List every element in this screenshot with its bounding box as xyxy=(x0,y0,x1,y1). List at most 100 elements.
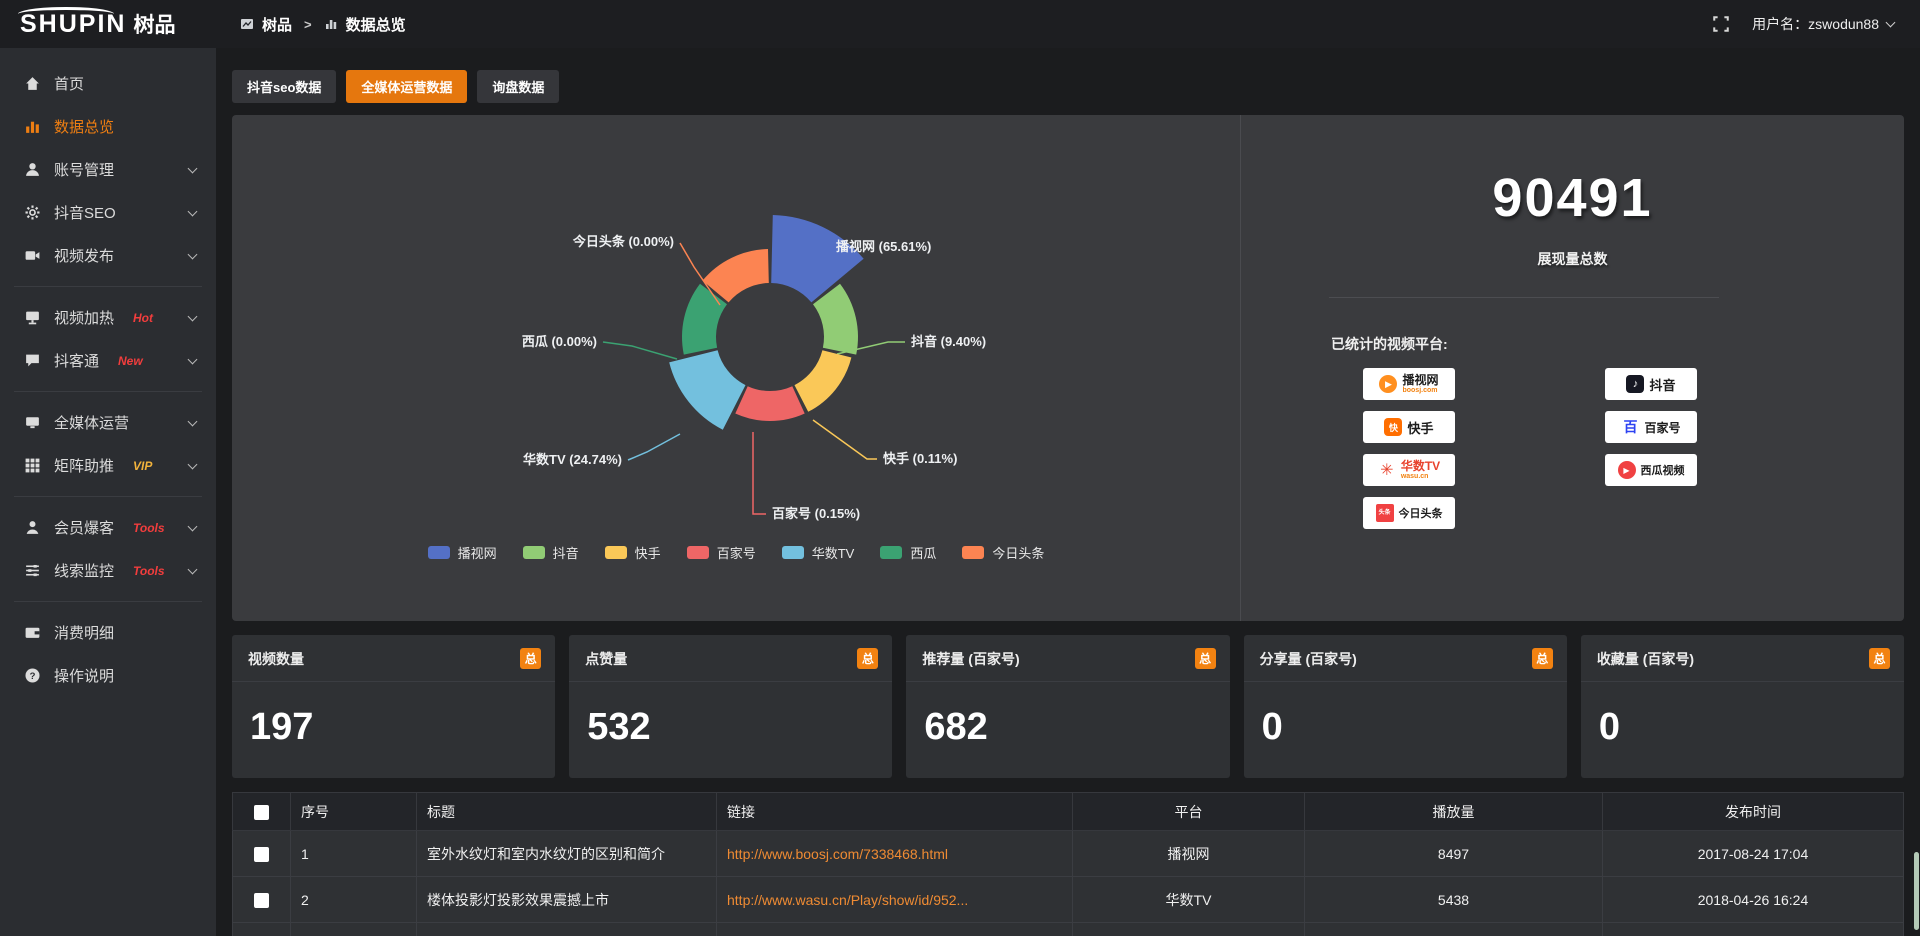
svg-text:西瓜 (0.00%): 西瓜 (0.00%) xyxy=(522,334,597,349)
chevron-down-icon xyxy=(187,206,198,217)
cell-link[interactable]: http://www.boosj.com/7338468.html xyxy=(727,845,949,862)
svg-text:百家号 (0.15%): 百家号 (0.15%) xyxy=(772,506,860,521)
chevron-down-icon xyxy=(187,163,198,174)
sidebar-item-member-burst[interactable]: 会员爆客 Tools xyxy=(0,506,216,549)
cell-title[interactable]: 室外水纹灯和室内水纹灯的区别和简介 xyxy=(416,830,717,877)
vip-badge: VIP xyxy=(133,458,153,473)
sidebar-item-video-heat[interactable]: 视频加热 Hot xyxy=(0,296,216,339)
table-row: 1 室外水纹灯和室内水纹灯的区别和简介 http://www.boosj.com… xyxy=(232,830,1904,877)
sidebar-divider xyxy=(14,391,202,392)
legend-item[interactable]: 百家号 xyxy=(686,543,756,562)
sidebar-item-douketong[interactable]: 抖客通 New xyxy=(0,339,216,382)
cell-time: 2017-08-24 17:04 xyxy=(1602,830,1904,877)
stat-card-likes: 点赞量 总 532 xyxy=(569,635,893,778)
sidebar-item-home[interactable]: 首页 xyxy=(0,62,216,105)
fullscreen-icon[interactable] xyxy=(1712,15,1730,33)
sidebar-item-matrix-boost[interactable]: 矩阵助推 VIP xyxy=(0,444,216,487)
tab-douyin-seo-data[interactable]: 抖音seo数据 xyxy=(232,70,337,103)
cell-link[interactable]: http://www.wasu.cn/Play/show/id/952... xyxy=(727,891,969,908)
svg-text:?: ? xyxy=(30,671,36,682)
card-value: 197 xyxy=(250,706,314,748)
col-header-num[interactable]: 序号 xyxy=(290,792,417,831)
platform-logo-baijiahao: 百 百家号 xyxy=(1605,411,1697,443)
chart-legend: 播视网 抖音 快手 百家号 华数TV 西瓜 今日头条 xyxy=(232,543,1240,562)
breadcrumb-current[interactable]: 数据总览 xyxy=(345,16,406,34)
card-title: 点赞量 xyxy=(585,650,628,667)
col-header-time[interactable]: 发布时间 xyxy=(1602,792,1904,831)
user-menu[interactable]: 用户名：zswodun88 xyxy=(1752,14,1896,34)
sidebar-divider xyxy=(14,496,202,497)
sidebar-item-omnimedia[interactable]: 全媒体运营 xyxy=(0,401,216,444)
sidebar-divider xyxy=(14,286,202,287)
chevron-down-icon xyxy=(187,249,198,260)
legend-swatch xyxy=(604,546,627,559)
sidebar-item-label: 会员爆客 xyxy=(54,520,115,537)
platform-name: 抖音 xyxy=(1649,377,1676,393)
row-checkbox[interactable] xyxy=(254,846,269,862)
select-all-checkbox[interactable] xyxy=(254,804,269,820)
legend-item[interactable]: 快手 xyxy=(604,543,661,562)
breadcrumb-root[interactable]: 树品 xyxy=(262,16,293,34)
card-value: 0 xyxy=(1598,706,1620,748)
sidebar-item-account[interactable]: 账号管理 xyxy=(0,148,216,191)
sidebar-item-lead-monitor[interactable]: 线索监控 Tools xyxy=(0,549,216,592)
legend-swatch xyxy=(962,546,985,559)
total-badge: 总 xyxy=(857,648,879,669)
platforms-title: 已统计的视频平台: xyxy=(1331,336,1448,352)
legend-item[interactable]: 抖音 xyxy=(522,543,579,562)
chevron-down-icon xyxy=(187,416,198,427)
top-bar: SHUPIN 树品 树品 > 数据总览 用户名：zswodun88 xyxy=(0,0,1920,48)
platform-logo-xigua: ▶ 西瓜视频 xyxy=(1605,454,1697,486)
col-header-link[interactable]: 链接 xyxy=(716,792,1073,831)
gear-icon xyxy=(25,205,40,220)
monitor-icon xyxy=(26,417,39,429)
sidebar: 首页 数据总览 账号管理 抖音SEO 视频发布 视频加热 Hot xyxy=(0,48,216,936)
table-row: 2 楼体投影灯投影效果震撼上市 http://www.wasu.cn/Play/… xyxy=(232,876,1904,923)
cell-platform: 华数TV xyxy=(1072,876,1305,923)
sidebar-item-spending-detail[interactable]: 消费明细 xyxy=(0,611,216,654)
hot-badge: Hot xyxy=(133,310,154,325)
svg-text:快手 (0.11%): 快手 (0.11%) xyxy=(883,451,957,466)
baijiahao-logo-icon: 百 xyxy=(1623,419,1638,435)
sidebar-item-video-publish[interactable]: 视频发布 xyxy=(0,234,216,277)
legend-label: 西瓜 xyxy=(910,546,937,561)
kuaishou-logo-icon: 快 xyxy=(1384,418,1403,436)
sidebar-item-label: 矩阵助推 xyxy=(54,458,115,475)
legend-item[interactable]: 播视网 xyxy=(427,543,497,562)
legend-swatch xyxy=(427,546,450,559)
sidebar-item-label: 视频加热 xyxy=(54,310,115,327)
platform-name: 播视网 xyxy=(1402,373,1439,388)
sidebar-item-label: 抖客通 xyxy=(54,353,100,370)
tools-badge: Tools xyxy=(133,563,165,578)
chart-panel: 播视网 (65.61%) 抖音 (9.40%) 快手 (0.11%) 百家号 (0.1… xyxy=(232,115,1904,621)
col-header-platform[interactable]: 平台 xyxy=(1072,792,1305,831)
sidebar-item-data-overview[interactable]: 数据总览 xyxy=(0,105,216,148)
legend-label: 今日头条 xyxy=(992,546,1045,561)
total-badge: 总 xyxy=(520,648,542,669)
col-header-title[interactable]: 标题 xyxy=(416,792,717,831)
row-checkbox[interactable] xyxy=(254,892,269,908)
sidebar-item-help[interactable]: ? 操作说明 xyxy=(0,654,216,697)
wallet-icon xyxy=(25,627,40,638)
total-badge: 总 xyxy=(1194,648,1216,669)
summary-divider xyxy=(1329,297,1719,298)
scrollbar-thumb[interactable] xyxy=(1914,852,1919,930)
tab-inquiry-data[interactable]: 询盘数据 xyxy=(477,70,560,103)
legend-item[interactable]: 华数TV xyxy=(781,543,854,562)
col-header-plays[interactable]: 播放量 xyxy=(1304,792,1603,831)
video-camera-icon xyxy=(25,251,40,260)
cell-title[interactable]: 楼体投影灯投影效果震撼上市 xyxy=(416,876,717,923)
videos-table: 序号 标题 链接 平台 播放量 发布时间 1 室外水纹灯和室内水纹灯的区别和简介… xyxy=(232,792,1904,936)
member-icon xyxy=(26,521,39,534)
sidebar-item-douyin-seo[interactable]: 抖音SEO xyxy=(0,191,216,234)
legend-item[interactable]: 西瓜 xyxy=(880,543,936,562)
breadcrumb: 树品 > 数据总览 xyxy=(240,14,406,35)
rose-chart[interactable]: 播视网 (65.61%) 抖音 (9.40%) 快手 (0.11%) 百家号 (0.1… xyxy=(232,115,1240,535)
cell-time: 2018-04-26 16:24 xyxy=(1602,876,1904,923)
tab-omnimedia-data[interactable]: 全媒体运营数据 xyxy=(346,70,468,103)
platform-logo-boosj: ▶ 播视网 boosj.com xyxy=(1363,368,1455,400)
platform-name: 快手 xyxy=(1407,420,1434,436)
wasu-logo-icon: ✳ xyxy=(1380,462,1394,479)
total-badge: 总 xyxy=(1531,648,1553,669)
legend-item[interactable]: 今日头条 xyxy=(962,543,1044,562)
